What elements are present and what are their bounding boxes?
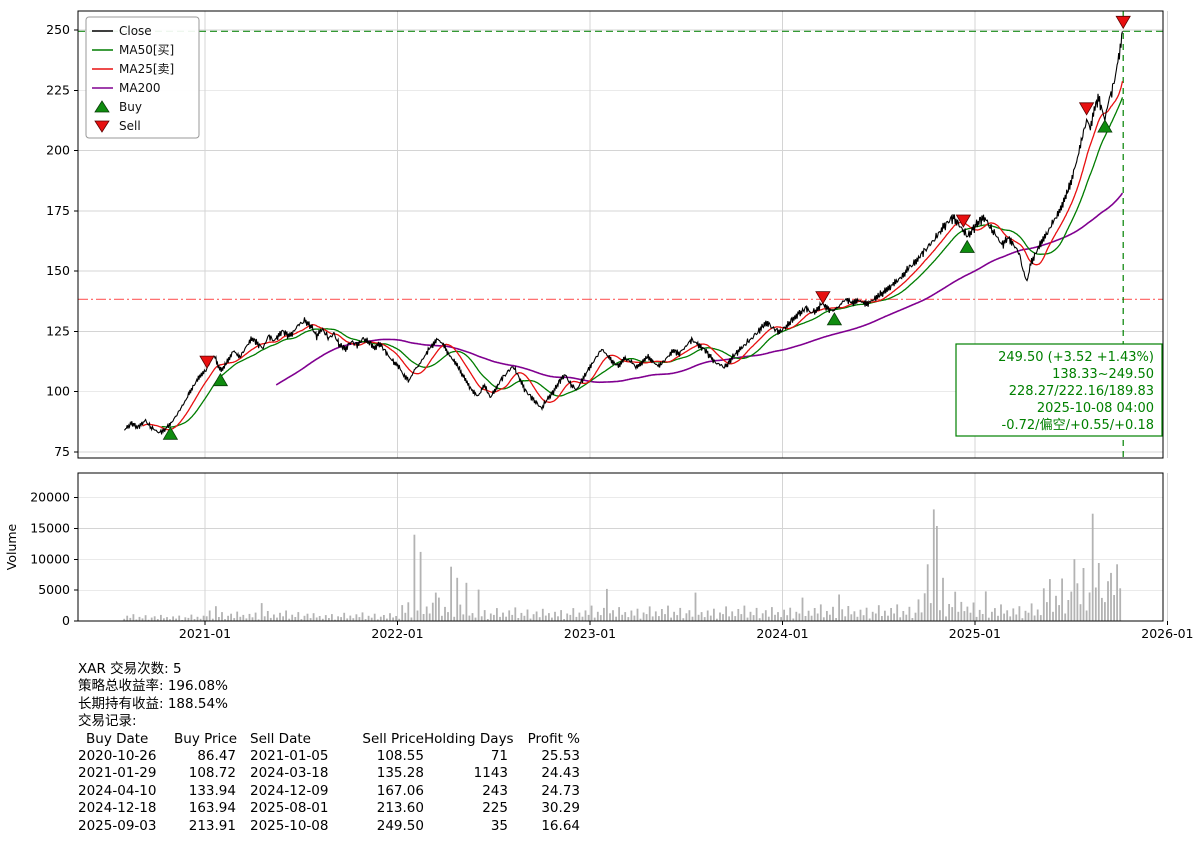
trade-table-cell: 2024-12-09	[250, 782, 329, 799]
price-tick-label: 200	[46, 143, 70, 158]
buy-marker	[959, 239, 975, 253]
trade-table-cell: 16.64	[541, 817, 580, 834]
trade-table-header: Sell Price	[362, 730, 424, 747]
volume-axes-border	[77, 472, 1164, 622]
grid	[78, 11, 1168, 622]
buy-marker	[826, 312, 843, 326]
trade-table-cell: 108.55	[376, 748, 424, 765]
x-tick-label: 2022-01	[371, 626, 423, 641]
trade-table-cell: 2024-12-18	[78, 800, 157, 817]
volume-bars	[123, 509, 1122, 622]
trade-table-cell: 167.06	[376, 782, 424, 799]
trade-table-cell: 2025-08-01	[250, 800, 329, 817]
trade-table-cell: 225	[482, 800, 508, 817]
annotation-line: 249.50 (+3.52 +1.43%)	[998, 350, 1154, 365]
stats-block: XAR 交易次数: 5 策略总收益率: 196.08% 长期持有收益: 188.…	[78, 661, 580, 835]
trade-table-cell: 25.53	[541, 748, 580, 765]
trade-table-header: Sell Date	[250, 730, 311, 747]
trade-table-cell: 24.43	[541, 765, 580, 782]
trade-table: Buy Date Buy Price Sell Date Sell Price Hold…	[78, 731, 580, 835]
trade-table-cell: 2021-01-29	[78, 765, 157, 782]
trade-table-cell: 243	[482, 782, 508, 799]
price-tick-label: 225	[46, 82, 70, 97]
price-tick-label: 100	[46, 384, 70, 399]
trade-table-cell: 2024-04-10	[78, 782, 157, 799]
trade-table-cell: 2024-03-18	[250, 765, 329, 782]
trade-table-cell: 249.50	[376, 817, 424, 834]
volume-tick-label: 15000	[30, 521, 70, 536]
legend-sell-marker-icon	[94, 120, 110, 133]
trade-table-cell: 24.73	[541, 782, 580, 799]
legend: Close MA50[买] MA25[卖] MA200 Buy Sell	[85, 16, 200, 139]
sell-marker	[815, 291, 831, 305]
trade-table-cell: 2025-10-08	[250, 817, 329, 834]
legend-label: MA25[卖]	[119, 62, 174, 76]
legend-label: Buy	[119, 100, 142, 114]
trade-table-header: Buy Price	[174, 730, 238, 747]
legend-label: MA50[买]	[119, 43, 174, 57]
x-tick-label: 2024-01	[756, 626, 808, 641]
volume-tick-label: 0	[62, 613, 70, 628]
price-tick-label: 150	[46, 263, 70, 278]
volume-tick-label: 10000	[30, 551, 70, 566]
annotation-box	[955, 343, 1163, 437]
trade-table-cell: 2025-09-03	[78, 817, 157, 834]
sell-marker	[1078, 102, 1095, 116]
buy-marker	[162, 426, 179, 440]
price-tick-label: 125	[46, 323, 70, 338]
annotation-line: 2025-10-08 04:00	[1037, 401, 1154, 416]
trade-table-header: Buy Date	[86, 730, 149, 747]
trade-table-cell: 213.60	[376, 800, 424, 817]
price-tick-label: 175	[46, 203, 70, 218]
annotation-line: 138.33~249.50	[1052, 367, 1154, 382]
x-tick-label: 2025-01	[949, 626, 1001, 641]
buy-marker	[1097, 119, 1113, 133]
ma25-line	[142, 81, 1124, 431]
volume-axis-label: Volume	[4, 523, 19, 570]
price-tick-label: 250	[46, 22, 70, 37]
trade-table-header: Holding Days	[424, 730, 514, 747]
trade-table-cell: 1143	[473, 765, 508, 782]
trade-table-cell: 71	[490, 748, 508, 765]
strategy-return-line: 策略总收益率: 196.08%	[78, 678, 228, 695]
trade-table-cell: 108.72	[188, 765, 236, 782]
buy-marker	[212, 372, 229, 387]
close-line	[123, 31, 1124, 435]
legend-buy-marker-icon	[94, 100, 110, 113]
trade-table-cell: 213.91	[188, 817, 236, 834]
legend-label: Close	[119, 24, 152, 38]
sell-marker	[1115, 15, 1131, 30]
volume-tick-label: 5000	[38, 582, 70, 597]
hold-return-line: 长期持有收益: 188.54%	[78, 695, 228, 712]
x-tick-label: 2021-01	[179, 626, 231, 641]
legend-box	[85, 16, 200, 139]
x-tick-label: 2023-01	[564, 626, 616, 641]
volume-tick-label: 20000	[30, 490, 70, 505]
trade-table-cell: 86.47	[197, 748, 236, 765]
legend-label: Sell	[119, 119, 141, 133]
annotation-line: -0.72/偏空/+0.55/+0.18	[1002, 418, 1154, 433]
ma200-line	[275, 192, 1124, 386]
sell-marker	[199, 355, 215, 369]
annotation-line: 228.27/222.16/189.83	[1009, 384, 1154, 399]
trade-table-cell: 2021-01-05	[250, 748, 329, 765]
trade-table-cell: 2020-10-26	[78, 748, 157, 765]
trade-table-cell: 133.94	[188, 782, 236, 799]
price-tick-label: 75	[54, 444, 70, 459]
x-tick-label: 2026-01	[1141, 626, 1193, 641]
legend-label: MA200	[119, 81, 160, 95]
trade-table-cell: 163.94	[188, 800, 236, 817]
records-label: 交易记录:	[78, 713, 137, 730]
price-volume-chart: 2021-01 2022-01 2023-01 2024-01 2025-01 2026-…	[4, 10, 1194, 641]
tick-marks	[74, 29, 1168, 625]
trade-table-header: Profit %	[527, 730, 580, 747]
trade-table-cell: 135.28	[376, 765, 424, 782]
price-axes-border	[77, 10, 1164, 459]
trade-table-cell: 35	[490, 817, 508, 834]
trade-count-line: XAR 交易次数: 5	[78, 661, 182, 677]
trade-table-cell: 30.29	[541, 800, 580, 817]
sell-marker	[955, 214, 972, 228]
